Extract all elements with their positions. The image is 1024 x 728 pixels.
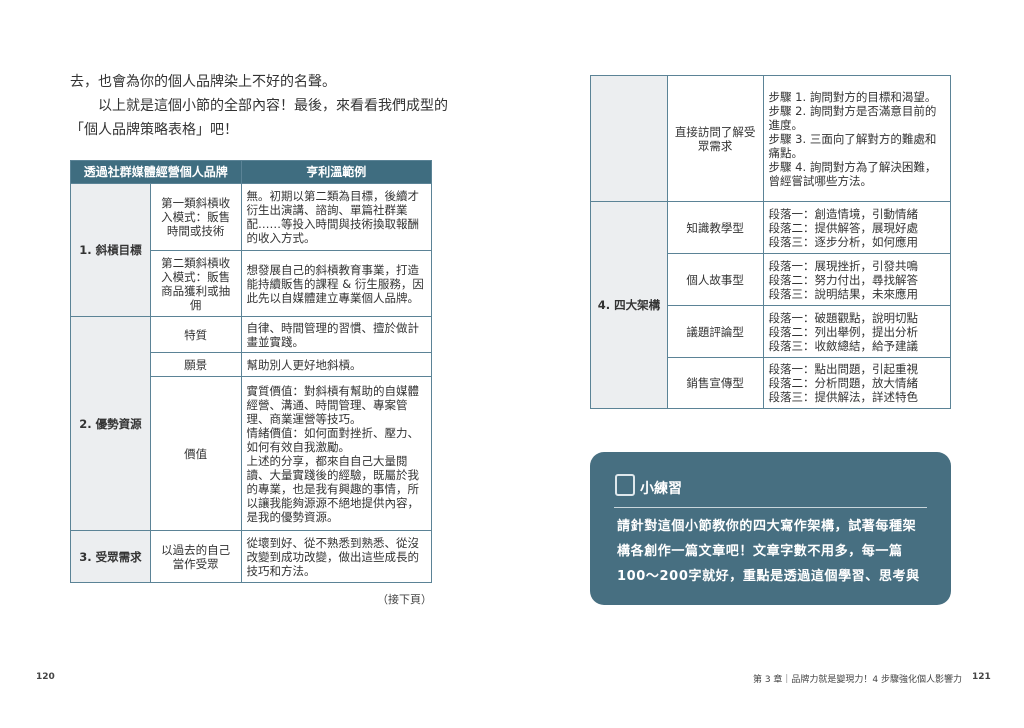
example-cell: 段落一：點出問題，引起重視 段落二：分析問題，放大情緒 段落三：提供解法，詳述特… [762,357,952,409]
example-cell: 實質價值：對斜槓有幫助的自媒體經營、溝通、時間管理、專案管理、商業運營等技巧。 … [240,376,433,531]
example-cell: 段落一：展現挫折，引發共鳴 段落二：努力付出，尋找解答 段落三：說明結果，未來應… [762,253,952,306]
item-cell: 第二類斜槓收入模式：販售商品獲利或抽佣 [149,250,242,317]
continued-note: （接下頁） [377,593,432,606]
category-cell: 2. 優勢資源 [70,316,151,531]
example-cell: 幫助別人更好地斜槓。 [240,352,433,377]
table-row: 2. 優勢資源 特質 自律、時間管理的習慣、擅於做計畫並實踐。 [70,316,433,531]
item-cell: 個人故事型 [666,253,764,306]
exercise-text: 請針對這個小節教你的四大寫作架構，試著每種架構各創作一篇文章吧！文章字數不用多，… [617,519,920,584]
exercise-box: 小練習 請針對這個小節教你的四大寫作架構，試著每種架構各創作一篇文章吧！文章字數… [590,452,951,605]
table-row: 直接訪問了解受眾需求 步驟 1. 詢問對方的目標和渴望。 步驟 2. 詢問對方是否… [590,75,952,202]
example-cell: 無。初期以第二類為目標，後續才衍生出演講、諮詢、單篇社群業配……等投入時間與技術… [240,183,433,251]
table-row: 第二類斜槓收入模式：販售商品獲利或抽佣 想發展自己的斜槓教育事業，打造能持續販售的… [71,250,433,317]
running-footer: 第 3 章｜品牌力就是變現力！4 步驟強化個人影響力 [752,675,962,685]
body-paragraph: 去，也會為你的個人品牌染上不好的名聲。 [70,74,336,90]
table-row: 個人故事型 段落一：展現挫折，引發共鳴 段落二：努力付出，尋找解答 段落三：說明結… [591,253,952,306]
example-cell: 從壞到好、從不熟悉到熟悉、從沒改變到成功改變，做出這些成長的技巧和方法。 [240,530,433,583]
table-header: 亨利溫範例 [240,160,433,184]
page-number: 121 [972,672,991,682]
left-table-wrapper: 透過社群媒體經營個人品牌 亨利溫範例 1. 斜槓目標 第一類斜槓收入模式：販售時間或… [70,160,433,607]
table-row: 4. 四大架構 知識教學型 段落一：創造情境，引動情緒 段落二：提供解答，展現好處 … [590,201,952,409]
item-cell: 願景 [149,352,242,377]
strategy-table-right: 直接訪問了解受眾需求 步驟 1. 詢問對方的目標和渴望。 步驟 2. 詢問對方是否… [590,75,952,409]
example-cell: 段落一：創造情境，引動情緒 段落二：提供解答，展現好處 段落三：逐步分析，如何應… [762,201,952,254]
example-cell: 步驟 1. 詢問對方的目標和渴望。 步驟 2. 詢問對方是否滿意目前的進度。 步… [762,75,952,202]
example-cell: 自律、時間管理的習慣、擅於做計畫並實踐。 [240,316,433,353]
item-cell: 以過去的自己當作受眾 [149,530,242,583]
item-cell: 價值 [149,376,242,531]
table-row: 銷售宣傳型 段落一：點出問題，引起重視 段落二：分析問題，放大情緒 段落三：提供解… [591,357,952,409]
table-row: 議題評論型 段落一：破題觀點，說明切點 段落二：列出舉例，提出分析 段落三：收斂總… [591,305,952,358]
table-row: 願景 幫助別人更好地斜槓。 [71,352,433,377]
table-header: 透過社群媒體經營個人品牌 [70,160,242,184]
body-paragraph: 以上就是這個小節的全部內容！最後，來看看我們成型的 [70,98,448,114]
checklist-pen-icon [615,474,635,496]
exercise-title: 小練習 [640,481,682,497]
page-number: 120 [36,672,55,682]
category-cell [590,75,668,202]
table-row: 1. 斜槓目標 第一類斜槓收入模式：販售時間或技術 無。初期以第二類為目標，後續才衍… [70,183,433,317]
category-cell: 1. 斜槓目標 [70,183,151,317]
item-cell: 直接訪問了解受眾需求 [666,75,764,202]
example-cell: 想發展自己的斜槓教育事業，打造能持續販售的課程 & 衍生服務，因此先以自媒體建立… [240,250,433,317]
category-cell: 3. 受眾需求 [70,530,151,583]
strategy-table-left: 透過社群媒體經營個人品牌 亨利溫範例 1. 斜槓目標 第一類斜槓收入模式：販售時間或… [70,160,433,583]
body-paragraph: 「個人品牌策略表格」吧！ [70,122,238,138]
item-cell: 特質 [149,316,242,353]
table-row: 3. 受眾需求 以過去的自己當作受眾 從壞到好、從不熟悉到熟悉、從沒改變到成功改變，… [70,530,433,583]
item-cell: 知識教學型 [666,201,764,254]
category-cell: 4. 四大架構 [590,201,668,409]
item-cell: 第一類斜槓收入模式：販售時間或技術 [149,183,242,251]
divider [614,507,927,508]
item-cell: 議題評論型 [666,305,764,358]
item-cell: 銷售宣傳型 [666,357,764,409]
example-cell: 段落一：破題觀點，說明切點 段落二：列出舉例，提出分析 段落三：收斂總結，給予建… [762,305,952,358]
